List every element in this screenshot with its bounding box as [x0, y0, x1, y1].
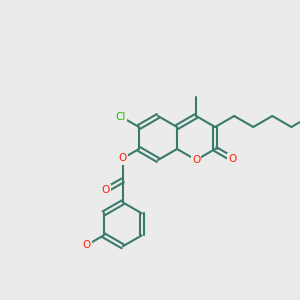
Text: Cl: Cl: [116, 112, 126, 122]
Text: O: O: [82, 240, 91, 250]
Text: O: O: [118, 153, 127, 163]
Text: O: O: [192, 155, 200, 165]
Text: O: O: [228, 154, 236, 164]
Text: O: O: [101, 185, 110, 195]
